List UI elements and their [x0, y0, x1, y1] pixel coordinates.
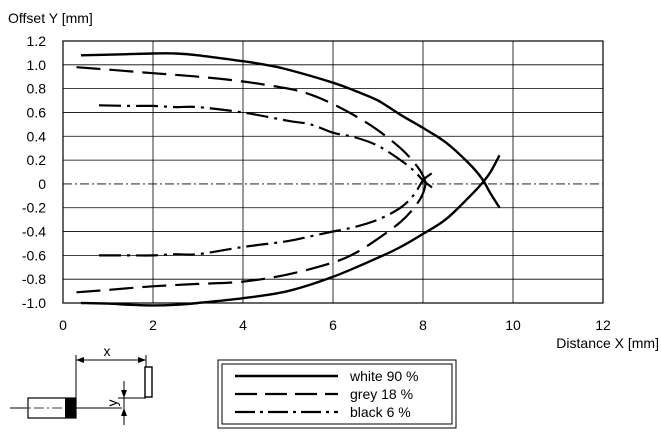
y-tick-label: 0.6 — [27, 104, 47, 120]
x-axis-title: Distance X [mm] — [556, 335, 659, 351]
x-tick-label: 8 — [419, 317, 427, 333]
legend-frame — [217, 359, 457, 429]
x-dimension-label: x — [104, 343, 111, 359]
target-object — [144, 366, 153, 398]
y-tick-label: -0.4 — [22, 224, 46, 240]
series-0-lower-line — [80, 154, 501, 307]
series-0-upper-line — [80, 52, 501, 209]
y-arrow-bottom — [121, 408, 127, 416]
x-tick-label: 10 — [505, 317, 521, 333]
y-tick-label: 0 — [38, 176, 46, 192]
y-tick-label: -0.6 — [22, 247, 46, 263]
sensor-diagram: x y — [10, 343, 153, 425]
series-1-upper-line — [76, 66, 429, 191]
legend-inner-frame — [221, 363, 453, 425]
series-2-lower-line — [98, 172, 433, 257]
x-tick-label: 4 — [239, 317, 247, 333]
y-dimension-label: y — [104, 400, 120, 407]
legend: white 90 % grey 18 % black 6 % — [217, 359, 457, 429]
series-1-lower-line — [76, 174, 429, 294]
y-tick-label: 0.4 — [27, 128, 47, 144]
y-arrow-top — [121, 390, 127, 398]
y-tick-label: 0.8 — [27, 81, 47, 97]
y-tick-label: -1.0 — [22, 295, 46, 311]
y-tick-label: -0.8 — [22, 271, 46, 287]
y-tick-label: 1.0 — [27, 57, 47, 73]
legend-label-grey: grey 18 % — [350, 386, 413, 402]
y-tick-labels: 1.2 1.0 0.8 0.6 0.4 0.2 0 -0.2 -0.4 -0.6 -0.8 -1.0 — [22, 33, 46, 311]
y-tick-label: 1.2 — [27, 33, 47, 49]
legend-label-white: white 90 % — [349, 368, 418, 384]
x-arrow-right — [138, 357, 146, 363]
y-axis-title: Offset Y [mm] — [8, 10, 93, 26]
legend-label-black: black 6 % — [350, 404, 411, 420]
series-2-upper-line — [98, 104, 433, 189]
x-tick-label: 6 — [329, 317, 337, 333]
x-tick-label: 2 — [149, 317, 157, 333]
x-tick-label: 12 — [595, 317, 611, 333]
y-tick-label: 0.2 — [27, 152, 47, 168]
y-tick-label: -0.2 — [22, 200, 46, 216]
x-arrow-left — [76, 357, 84, 363]
plot-frame — [62, 40, 604, 304]
series-layer — [76, 52, 501, 307]
x-tick-labels: 0 2 4 6 8 10 12 — [59, 317, 611, 333]
grid — [62, 40, 604, 304]
x-tick-label: 0 — [59, 317, 67, 333]
